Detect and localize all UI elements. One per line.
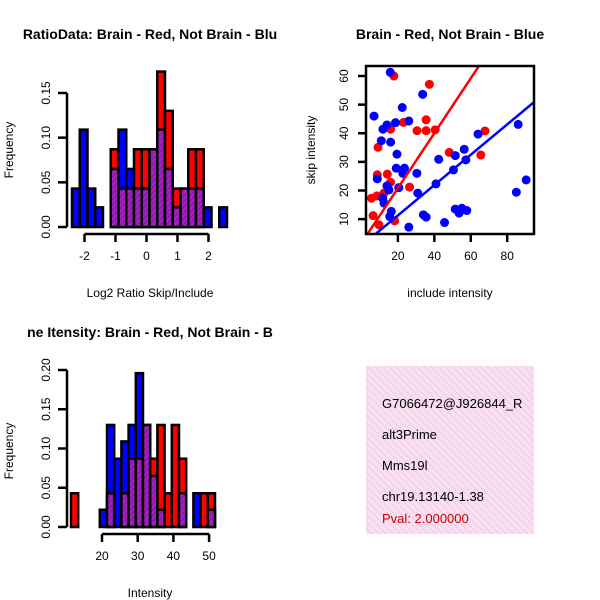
histogram-overlap-bar	[206, 508, 217, 529]
y-tick-label: 20	[337, 184, 351, 198]
scatter-point-blue	[459, 144, 469, 154]
x-tick-label: 80	[501, 249, 515, 263]
scatter-point-red	[405, 182, 415, 192]
x-tick-label: 20	[95, 549, 109, 563]
x-axis-label: Log2 Ratio Skip/Include	[87, 286, 214, 300]
x-tick-label: 2	[205, 249, 212, 263]
scatter-point-blue	[462, 206, 472, 216]
y-tick-label: 0.05	[39, 170, 53, 194]
y-tick-label: 0.15	[39, 81, 53, 105]
chart-title: RatioData: Brain - Red, Not Brain - Blu	[23, 26, 277, 42]
x-axis-label: Intensity	[128, 586, 173, 600]
x-tick-label: 0	[143, 249, 150, 263]
info-id: G7066472@J926844_R	[382, 396, 522, 411]
scatter-point-blue	[413, 188, 423, 198]
regression-line-red	[366, 66, 481, 234]
scatter-point-red	[412, 126, 422, 136]
scatter-point-blue	[404, 222, 414, 232]
histogram-bar	[202, 206, 213, 229]
y-tick-label: 0.10	[39, 436, 53, 460]
regression-line-blue	[373, 101, 534, 234]
scatter-point-blue	[385, 67, 395, 77]
x-tick-label: 50	[202, 549, 216, 563]
x-tick-label: 40	[428, 249, 442, 263]
scatter-point-blue	[418, 89, 428, 99]
scatter-point-blue	[434, 154, 444, 164]
x-tick-label: 40	[167, 549, 181, 563]
scatter-point-red	[421, 126, 431, 136]
scatter-point-blue	[391, 163, 401, 173]
scatter-point-red	[476, 150, 486, 160]
scatter-point-blue	[397, 102, 407, 112]
scatter-point-blue	[376, 136, 386, 146]
histogram-bar	[78, 128, 89, 229]
y-axis-label: Frequency	[2, 423, 16, 480]
scatter-point-blue	[450, 151, 460, 161]
info-event-type: alt3Prime	[382, 427, 437, 442]
histogram-bar	[218, 206, 229, 229]
histogram-overlap-bar	[177, 491, 188, 529]
y-tick-label: 0.05	[39, 476, 53, 500]
ratio-histogram: 0.00 0.05 0.10 0.15 -2 -1 0 1 2 Log2 Ratio Skip/I…	[2, 26, 277, 300]
scatter-point-red	[424, 79, 434, 89]
y-tick-label: 40	[337, 126, 351, 140]
scatter-point-red	[480, 126, 490, 136]
intensity-scatter: 20 40 60 80 10 20 30 40 50 60 include intensity ski…	[304, 26, 544, 300]
scatter-point-blue	[392, 149, 402, 159]
histogram-bar	[69, 491, 80, 529]
scatter-point-blue	[421, 212, 431, 222]
scatter-point-red	[368, 211, 378, 221]
x-tick-label: 1	[174, 249, 181, 263]
scatter-point-blue	[391, 118, 401, 128]
info-pval: Pval: 2.000000	[382, 511, 469, 526]
scatter-point-red	[374, 220, 384, 230]
y-axis-label: Frequency	[2, 122, 16, 179]
y-tick-label: 0.20	[39, 358, 53, 382]
info-location: chr19.13140-1.38	[382, 489, 484, 504]
y-tick-label: 0.15	[39, 397, 53, 421]
info-panel-background	[366, 366, 534, 534]
y-tick-label: 10	[337, 212, 351, 226]
info-panel: G7066472@J926844_R alt3Prime Mms19l chr1…	[366, 366, 534, 534]
x-tick-label: -2	[79, 249, 90, 263]
y-tick-label: 30	[337, 155, 351, 169]
scatter-point-blue	[382, 120, 392, 130]
scatter-point-blue	[511, 187, 521, 197]
scatter-plot-area	[366, 66, 534, 234]
chart-title: Brain - Red, Not Brain - Blue	[356, 26, 544, 42]
scatter-point-red	[382, 169, 392, 179]
y-tick-label: 50	[337, 98, 351, 112]
histogram-bar	[94, 206, 105, 229]
scatter-point-blue	[384, 185, 394, 195]
x-tick-label: 30	[131, 549, 145, 563]
chart-title: ne Itensity: Brain - Red, Not Brain - B	[27, 324, 273, 340]
x-tick-label: 20	[391, 249, 405, 263]
scatter-point-blue	[369, 111, 379, 121]
scatter-point-blue	[473, 129, 483, 139]
y-tick-label: 0.10	[39, 126, 53, 150]
info-gene: Mms19l	[382, 458, 428, 473]
scatter-point-blue	[440, 218, 450, 228]
x-axis-label: include intensity	[407, 286, 492, 300]
scatter-point-blue	[521, 175, 531, 185]
plot-frame	[364, 64, 536, 236]
scatter-point-blue	[412, 168, 422, 178]
y-tick-label: 60	[337, 69, 351, 83]
intensity-histogram: 0.00 0.05 0.10 0.15 0.20 20 30 40 50 Intensity Fre…	[2, 324, 273, 600]
scatter-point-red	[421, 115, 431, 125]
y-tick-label: 0.00	[39, 515, 53, 539]
scatter-point-blue	[372, 174, 382, 184]
x-tick-label: 60	[464, 249, 478, 263]
scatter-point-blue	[513, 119, 523, 129]
y-tick-label: 0.00	[39, 215, 53, 239]
scatter-point-blue	[386, 137, 396, 147]
x-tick-label: -1	[110, 249, 121, 263]
scatter-point-blue	[404, 116, 414, 126]
y-axis-label: skip intensity	[304, 116, 318, 185]
